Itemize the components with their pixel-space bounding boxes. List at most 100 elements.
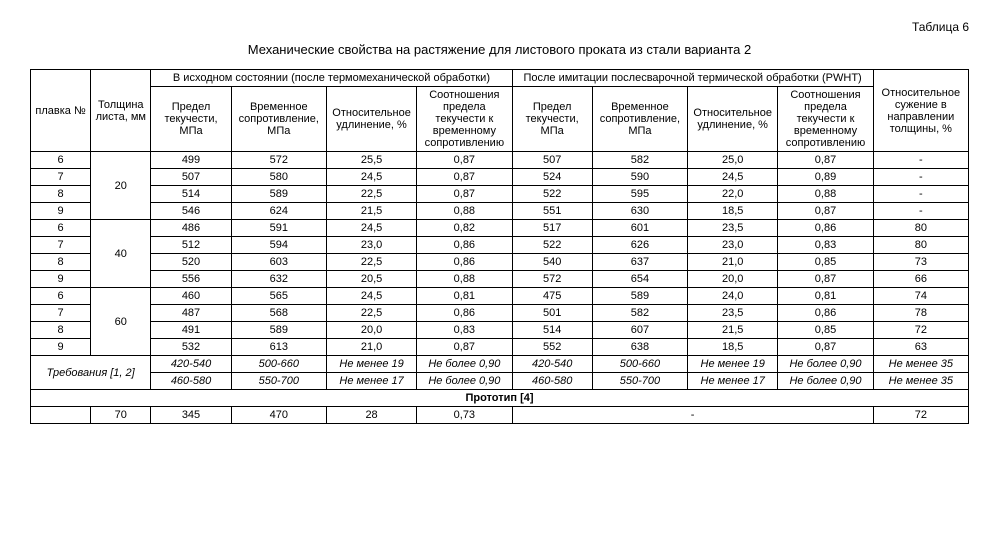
cell-value: 572 — [231, 152, 326, 169]
proto-cell: 28 — [326, 407, 416, 424]
proto-cell: 470 — [231, 407, 326, 424]
cell-value: 556 — [151, 271, 231, 288]
cell-value: 22,5 — [326, 186, 416, 203]
cell-value: 0,81 — [417, 288, 512, 305]
cell-value: 0,88 — [417, 271, 512, 288]
hdr-ratio-b: Соотношения предела текучести к временно… — [778, 87, 873, 152]
cell-value: 63 — [873, 339, 968, 356]
cell-value: - — [873, 186, 968, 203]
cell-melt: 9 — [31, 203, 91, 220]
req-cell: 500-660 — [231, 356, 326, 373]
cell-value: 630 — [592, 203, 687, 220]
hdr-temp-a: Временное сопротивление, МПа — [231, 87, 326, 152]
cell-value: 486 — [151, 220, 231, 237]
cell-value: 21,5 — [688, 322, 778, 339]
cell-value: 0,83 — [417, 322, 512, 339]
cell-value: 0,89 — [778, 169, 873, 186]
hdr-yield-a: Предел текучести, МПа — [151, 87, 231, 152]
cell-value: 0,83 — [778, 237, 873, 254]
cell-value: 20,0 — [326, 322, 416, 339]
prototype-header: Прототип [4] — [31, 390, 969, 407]
cell-value: 24,5 — [326, 288, 416, 305]
requirements-label: Требования [1, 2] — [31, 356, 151, 390]
cell-melt: 7 — [31, 237, 91, 254]
cell-value: 72 — [873, 322, 968, 339]
hdr-elong-a: Относительное удлинение, % — [326, 87, 416, 152]
cell-value: 21,0 — [326, 339, 416, 356]
cell-value: 524 — [512, 169, 592, 186]
cell-value: 23,5 — [688, 305, 778, 322]
req-cell: 460-580 — [151, 373, 231, 390]
req-cell: Не менее 17 — [326, 373, 416, 390]
cell-value: 23,5 — [688, 220, 778, 237]
cell-value: 78 — [873, 305, 968, 322]
cell-melt: 6 — [31, 152, 91, 169]
cell-value: 80 — [873, 237, 968, 254]
cell-value: 595 — [592, 186, 687, 203]
cell-value: 624 — [231, 203, 326, 220]
cell-melt: 8 — [31, 186, 91, 203]
cell-value: 0,86 — [417, 305, 512, 322]
cell-melt: 8 — [31, 254, 91, 271]
cell-value: 532 — [151, 339, 231, 356]
proto-dash: - — [512, 407, 873, 424]
cell-value: 25,0 — [688, 152, 778, 169]
proto-cell: 345 — [151, 407, 231, 424]
cell-value: 514 — [512, 322, 592, 339]
cell-value: 613 — [231, 339, 326, 356]
cell-melt: 6 — [31, 220, 91, 237]
cell-thickness: 20 — [91, 152, 151, 220]
cell-value: 603 — [231, 254, 326, 271]
proto-melt — [31, 407, 91, 424]
cell-value: 0,88 — [778, 186, 873, 203]
cell-value: 626 — [592, 237, 687, 254]
cell-value: 499 — [151, 152, 231, 169]
hdr-thickness: Толщина листа, мм — [91, 70, 151, 152]
req-cell: Не менее 17 — [688, 373, 778, 390]
req-cell: Не более 0,90 — [417, 373, 512, 390]
proto-cell: 0,73 — [417, 407, 512, 424]
req-cell: 550-700 — [231, 373, 326, 390]
cell-value: 20,0 — [688, 271, 778, 288]
cell-value: 632 — [231, 271, 326, 288]
cell-thickness: 60 — [91, 288, 151, 356]
cell-value: 18,5 — [688, 339, 778, 356]
cell-value: 0,86 — [778, 220, 873, 237]
hdr-groupA: В исходном состоянии (после термомеханич… — [151, 70, 512, 87]
req-cell: Не более 0,90 — [778, 356, 873, 373]
cell-value: 73 — [873, 254, 968, 271]
req-cell: Не менее 35 — [873, 373, 968, 390]
cell-value: 638 — [592, 339, 687, 356]
cell-value: 546 — [151, 203, 231, 220]
req-cell: 460-580 — [512, 373, 592, 390]
cell-value: 491 — [151, 322, 231, 339]
table-label: Таблица 6 — [30, 20, 969, 34]
cell-value: 514 — [151, 186, 231, 203]
materials-table: плавка № Толщина листа, мм В исходном со… — [30, 69, 969, 424]
req-cell: 550-700 — [592, 373, 687, 390]
cell-value: 18,5 — [688, 203, 778, 220]
cell-value: 20,5 — [326, 271, 416, 288]
cell-value: 0,85 — [778, 322, 873, 339]
cell-value: 507 — [512, 152, 592, 169]
req-cell: Не более 0,90 — [778, 373, 873, 390]
hdr-melt: плавка № — [31, 70, 91, 152]
cell-value: 607 — [592, 322, 687, 339]
cell-value: 540 — [512, 254, 592, 271]
cell-melt: 6 — [31, 288, 91, 305]
cell-value: 475 — [512, 288, 592, 305]
cell-value: 0,88 — [417, 203, 512, 220]
cell-value: 0,86 — [417, 254, 512, 271]
hdr-ratio-a: Соотношения предела текучести к временно… — [417, 87, 512, 152]
req-cell: 500-660 — [592, 356, 687, 373]
cell-value: 520 — [151, 254, 231, 271]
req-cell: Не менее 19 — [688, 356, 778, 373]
cell-value: 582 — [592, 305, 687, 322]
cell-value: 0,87 — [778, 203, 873, 220]
cell-value: 23,0 — [688, 237, 778, 254]
cell-value: 23,0 — [326, 237, 416, 254]
cell-value: 501 — [512, 305, 592, 322]
cell-value: 637 — [592, 254, 687, 271]
hdr-elong-b: Относительное удлинение, % — [688, 87, 778, 152]
cell-value: - — [873, 152, 968, 169]
